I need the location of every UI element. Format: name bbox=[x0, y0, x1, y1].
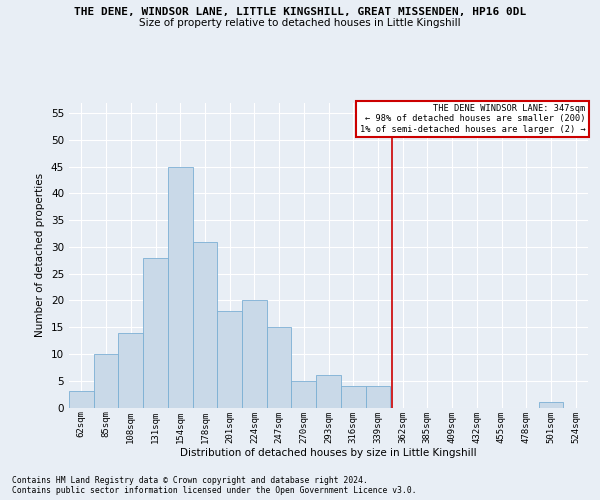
Bar bbox=[539, 402, 563, 407]
Bar bbox=[193, 242, 217, 408]
Text: Contains public sector information licensed under the Open Government Licence v3: Contains public sector information licen… bbox=[12, 486, 416, 495]
Text: Distribution of detached houses by size in Little Kingshill: Distribution of detached houses by size … bbox=[181, 448, 477, 458]
Bar bbox=[365, 386, 390, 407]
Text: THE DENE WINDSOR LANE: 347sqm
← 98% of detached houses are smaller (200)
1% of s: THE DENE WINDSOR LANE: 347sqm ← 98% of d… bbox=[359, 104, 586, 134]
Text: Size of property relative to detached houses in Little Kingshill: Size of property relative to detached ho… bbox=[139, 18, 461, 28]
Text: THE DENE, WINDSOR LANE, LITTLE KINGSHILL, GREAT MISSENDEN, HP16 0DL: THE DENE, WINDSOR LANE, LITTLE KINGSHILL… bbox=[74, 8, 526, 18]
Bar bbox=[69, 392, 94, 407]
Bar bbox=[316, 376, 341, 408]
Bar bbox=[118, 332, 143, 407]
Y-axis label: Number of detached properties: Number of detached properties bbox=[35, 173, 46, 337]
Bar bbox=[143, 258, 168, 408]
Bar bbox=[242, 300, 267, 408]
Bar bbox=[292, 380, 316, 407]
Bar bbox=[168, 166, 193, 408]
Bar bbox=[341, 386, 365, 407]
Bar bbox=[217, 311, 242, 408]
Bar bbox=[267, 327, 292, 407]
Bar bbox=[94, 354, 118, 408]
Text: Contains HM Land Registry data © Crown copyright and database right 2024.: Contains HM Land Registry data © Crown c… bbox=[12, 476, 368, 485]
